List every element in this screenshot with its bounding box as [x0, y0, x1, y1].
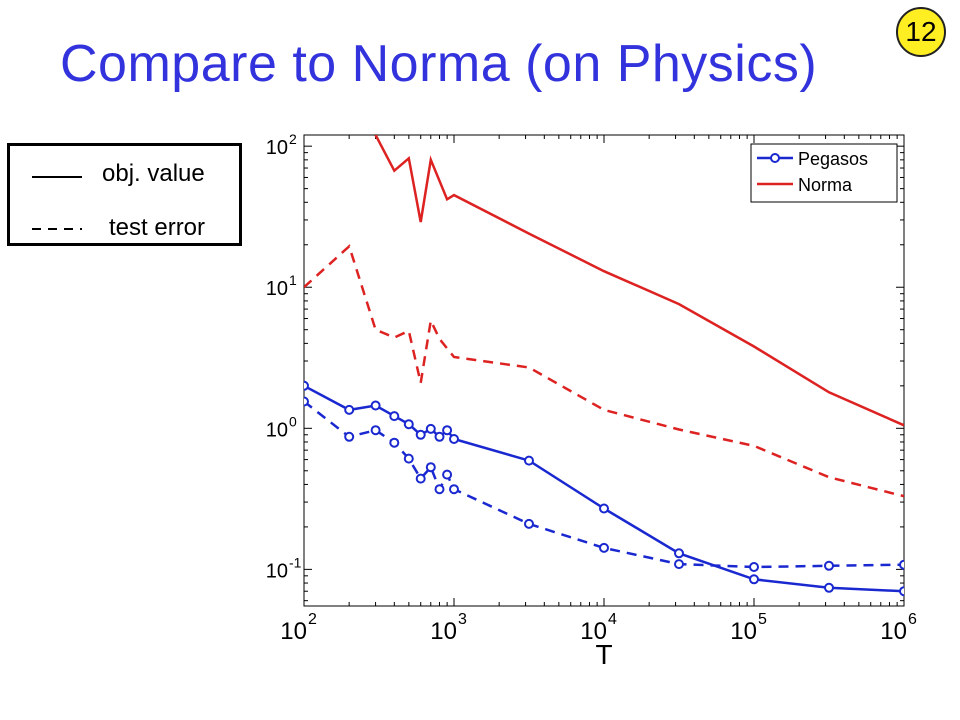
- x-tick-label: 10 4: [580, 611, 617, 645]
- data-point: [824, 560, 834, 571]
- data-point: [749, 574, 759, 585]
- data-point: [415, 429, 426, 440]
- data-point: [304, 396, 309, 407]
- series-norma-obj-value: [374, 135, 904, 427]
- data-point: [403, 419, 414, 430]
- series-line: [304, 400, 904, 569]
- data-point: [524, 455, 534, 466]
- y-tick-base: 10: [266, 278, 288, 300]
- data-point: [674, 548, 684, 559]
- data-point: [344, 431, 355, 442]
- x-tick-base: 10: [880, 618, 907, 645]
- data-point: [434, 484, 445, 495]
- y-tick-label: 10 0: [266, 413, 297, 441]
- series-line: [304, 244, 904, 498]
- series-norma-test-error: [304, 244, 904, 498]
- series-line: [374, 135, 904, 427]
- data-point: [304, 380, 309, 391]
- data-point: [442, 469, 453, 480]
- series-pegasos-test-error: [304, 396, 904, 572]
- plot-area: [303, 134, 905, 607]
- data-point: [449, 434, 459, 444]
- legend-label-pegasos: Pegasos: [798, 149, 868, 169]
- y-tick-base: 10: [266, 419, 288, 441]
- x-tick-label: 10 5: [730, 611, 767, 645]
- data-point: [389, 411, 400, 422]
- x-tick-label: 10 6: [880, 611, 917, 645]
- y-tick-exponent: 0: [289, 413, 297, 429]
- data-point: [674, 559, 684, 570]
- legend-label-norma: Norma: [798, 175, 853, 195]
- y-tick-label: 10 2: [266, 131, 297, 159]
- data-point: [749, 562, 759, 572]
- x-tick-exponent: 5: [758, 611, 767, 628]
- y-tick-label: 10 1: [266, 272, 297, 300]
- y-tick-exponent: 2: [289, 131, 297, 147]
- y-tick-label: 10 -1: [266, 554, 302, 582]
- data-point: [370, 400, 381, 411]
- y-tick-exponent: -1: [289, 554, 302, 570]
- x-tick-exponent: 6: [908, 611, 917, 628]
- data-point: [524, 518, 534, 529]
- x-tick-base: 10: [730, 618, 757, 645]
- line-style-legend-swatches: [32, 176, 82, 230]
- y-tick-base: 10: [266, 137, 288, 159]
- data-point: [415, 473, 426, 484]
- dashed-line-label: test error: [109, 214, 206, 241]
- data-point: [899, 559, 904, 570]
- data-point: [344, 404, 355, 415]
- data-point: [389, 437, 400, 448]
- data-point: [425, 462, 436, 473]
- x-axis-label: T: [595, 639, 612, 670]
- data-point: [899, 586, 904, 597]
- x-tick-base: 10: [580, 618, 607, 645]
- x-tick-exponent: 3: [458, 611, 467, 628]
- x-tick-label: 10 2: [280, 611, 317, 645]
- data-point: [434, 431, 445, 442]
- line-style-legend: obj. value test error: [7, 143, 242, 246]
- data-point: [425, 423, 436, 434]
- solid-line-label: obj. value: [102, 160, 205, 187]
- data-point: [370, 425, 381, 436]
- x-tick-exponent: 4: [608, 611, 617, 628]
- x-tick-label: 10 3: [430, 611, 467, 645]
- data-point: [449, 484, 459, 495]
- x-tick-base: 10: [280, 618, 307, 645]
- series-legend: Pegasos Norma: [750, 143, 898, 203]
- slide-number-badge: 12: [896, 7, 946, 57]
- x-tick-base: 10: [430, 618, 457, 645]
- data-point: [442, 425, 453, 436]
- slide-title: Compare to Norma (on Physics): [60, 35, 818, 93]
- data-point: [599, 542, 609, 553]
- x-tick-exponent: 2: [308, 611, 317, 628]
- y-tick-exponent: 1: [289, 272, 297, 288]
- legend-marker: [770, 153, 780, 163]
- y-tick-base: 10: [266, 560, 288, 582]
- data-point: [403, 453, 414, 464]
- data-point: [599, 503, 609, 514]
- data-point: [824, 582, 834, 593]
